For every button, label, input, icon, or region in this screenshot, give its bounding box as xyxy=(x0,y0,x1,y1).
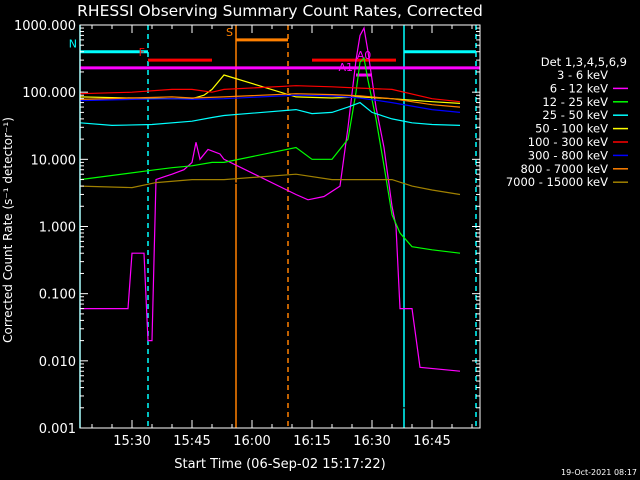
series-line-8 xyxy=(79,173,461,196)
legend-label-7: 800 - 7000 keV xyxy=(520,162,608,176)
x-axis-label: Start Time (06-Sep-02 15:17:22) xyxy=(174,457,385,472)
y-tick-label-3: 1.000 xyxy=(39,221,76,236)
y-tick-label-0: 0.001 xyxy=(39,422,76,437)
x-tick-label-1: 15:45 xyxy=(173,434,210,449)
legend-label-1: 6 - 12 keV xyxy=(550,81,608,95)
marker-label-0: N xyxy=(69,38,77,51)
footer-timestamp: 19-Oct-2021 08:17 xyxy=(561,468,637,477)
series-line-6 xyxy=(79,94,461,113)
x-tick-label-2: 16:00 xyxy=(233,434,270,449)
marker-label-2: F xyxy=(139,46,145,59)
legend-label-5: 100 - 300 keV xyxy=(528,135,608,149)
legend-label-0: 3 - 6 keV xyxy=(557,68,608,82)
legend-label-3: 25 - 50 keV xyxy=(542,108,608,122)
marker-label-4: S xyxy=(226,26,233,39)
x-tick-label-0: 15:30 xyxy=(113,434,150,449)
x-tick-label-5: 16:45 xyxy=(413,434,450,449)
y-tick-label-5: 100.000 xyxy=(22,86,76,101)
x-axis: 15:30 15:45 16:00 16:15 16:30 16:45 xyxy=(91,25,473,449)
series-line-2 xyxy=(79,56,461,254)
series-line-5 xyxy=(79,85,461,103)
marker-label-6: A1 xyxy=(338,61,353,74)
y-tick-label-4: 10.000 xyxy=(31,153,77,168)
y-axis: 0.001 0.010 0.100 1.000 10.000 100.000 1000.00… xyxy=(14,19,480,437)
series-line-7 xyxy=(79,93,461,108)
legend-title: Det 1,3,4,5,6,9 xyxy=(541,55,627,69)
legend-label-6: 300 - 800 keV xyxy=(528,148,608,162)
y-tick-label-6: 1000.000 xyxy=(14,19,76,34)
y-tick-label-2: 0.100 xyxy=(39,288,76,303)
x-tick-label-3: 16:15 xyxy=(293,434,330,449)
legend-label-2: 12 - 25 keV xyxy=(542,95,608,109)
series-line-0 xyxy=(148,95,412,409)
chart-title: RHESSI Observing Summary Count Rates, Co… xyxy=(77,2,483,20)
legend-label-4: 50 - 100 keV xyxy=(535,122,608,136)
series-line-3 xyxy=(79,101,461,127)
y-tick-label-1: 0.010 xyxy=(39,355,76,370)
y-axis-label: Corrected Count Rate (s⁻¹ detector⁻¹) xyxy=(1,117,15,343)
x-tick-label-4: 16:30 xyxy=(353,434,390,449)
series-line-1 xyxy=(80,26,461,372)
legend-label-8: 7000 - 15000 keV xyxy=(506,175,608,189)
